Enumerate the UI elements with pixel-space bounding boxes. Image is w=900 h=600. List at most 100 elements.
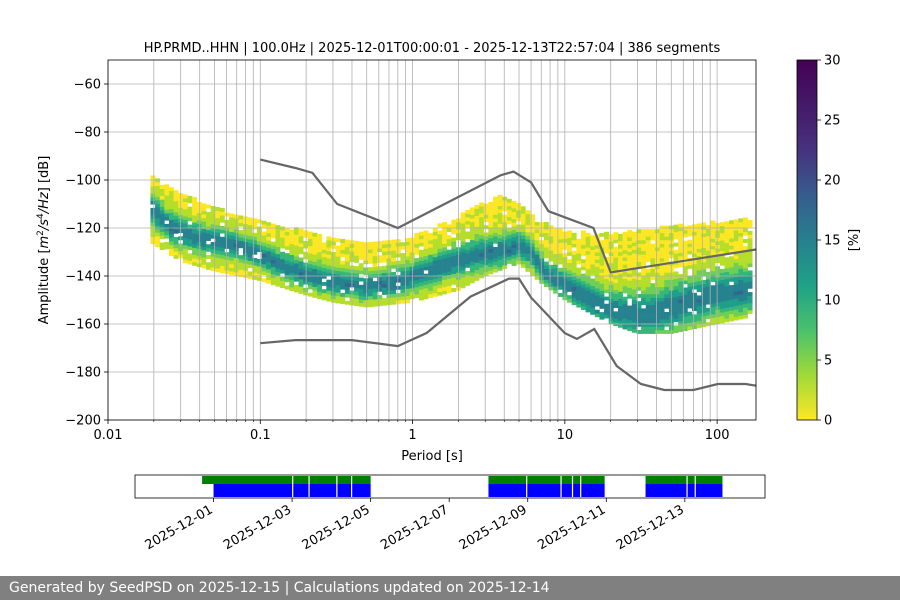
psd-bin	[659, 326, 665, 331]
psd-bin	[590, 278, 596, 283]
psd-bin	[312, 232, 318, 237]
psd-bin	[391, 297, 397, 302]
psd-bin	[224, 266, 230, 271]
psd-bin	[534, 265, 540, 270]
psd-bin	[326, 290, 332, 295]
psd-bin	[233, 218, 239, 223]
psd-bin	[168, 216, 174, 220]
psd-bin	[405, 238, 410, 243]
psd-bin	[631, 260, 637, 265]
psd-bin	[631, 253, 637, 258]
psd-bin	[307, 281, 313, 286]
psd-bin	[650, 268, 656, 273]
psd-bin	[705, 311, 711, 316]
psd-bin	[548, 228, 554, 233]
psd-bin	[571, 261, 577, 266]
psd-bin	[280, 266, 285, 271]
psd-bin	[238, 244, 244, 249]
psd-bin	[636, 276, 642, 280]
psd-bin	[266, 254, 272, 259]
psd-bin	[326, 261, 332, 266]
psd-bin	[733, 312, 739, 317]
psd-bin	[219, 229, 225, 234]
psd-bin	[608, 237, 614, 242]
psd-bin	[585, 297, 591, 302]
psd-bin	[539, 240, 545, 245]
psd-bin	[307, 235, 313, 239]
psd-bin	[617, 266, 623, 271]
psd-bin	[238, 265, 244, 270]
psd-bin	[321, 260, 327, 265]
psd-bin	[692, 267, 697, 272]
psd-bin	[525, 246, 531, 251]
psd-bin	[479, 263, 485, 268]
psd-bin	[590, 282, 596, 286]
psd-bin	[284, 285, 290, 290]
chart-title: HP.PRMD..HHN | 100.0Hz | 2025-12-01T00:0…	[144, 41, 721, 56]
psd-bin	[664, 243, 670, 248]
psd-bin	[483, 272, 489, 276]
psd-bin	[530, 232, 535, 237]
psd-bin	[381, 301, 387, 306]
psd-bin	[317, 248, 323, 253]
psd-bin	[576, 260, 582, 265]
psd-bin	[405, 248, 410, 253]
psd-bin	[354, 255, 360, 260]
psd-bin	[418, 289, 424, 294]
psd-bin	[405, 256, 410, 261]
psd-bin	[641, 279, 647, 284]
psd-bin	[391, 275, 397, 280]
psd-bin	[303, 255, 309, 260]
psd-bin	[497, 266, 503, 271]
psd-bin	[182, 208, 188, 213]
psd-bin	[696, 266, 702, 271]
psd-bin	[465, 213, 471, 218]
psd-bin	[724, 275, 730, 280]
psd-bin	[289, 258, 295, 263]
psd-bin	[488, 230, 494, 235]
psd-bin	[673, 275, 679, 279]
psd-bin	[655, 315, 660, 320]
psd-bin	[520, 209, 526, 214]
psd-bin	[641, 258, 647, 262]
psd-bin	[530, 228, 535, 233]
psd-bin	[636, 301, 642, 306]
psd-bin	[678, 288, 684, 293]
psd-bin	[215, 253, 221, 258]
psd-bin	[423, 262, 429, 267]
psd-bin	[692, 278, 697, 283]
psd-bin	[289, 233, 295, 237]
psd-bin	[701, 305, 707, 310]
psd-bin	[303, 262, 309, 267]
psd-bin	[168, 201, 174, 206]
psd-bin	[340, 292, 346, 297]
psd-bin	[437, 270, 443, 274]
psd-bin	[506, 220, 512, 225]
psd-bin	[270, 259, 276, 264]
psd-bin	[479, 242, 485, 246]
psd-bin	[317, 295, 323, 300]
psd-bin	[705, 264, 711, 269]
availability-bars	[202, 476, 723, 497]
psd-bin	[201, 264, 207, 269]
psd-bin	[659, 294, 665, 298]
psd-bin	[738, 257, 744, 262]
psd-bin	[215, 250, 221, 255]
psd-bin	[650, 304, 656, 309]
psd-bin	[520, 235, 526, 240]
psd-bin	[358, 291, 364, 296]
psd-bin	[205, 219, 211, 223]
psd-bin	[321, 242, 327, 247]
psd-bin	[506, 213, 512, 218]
psd-bin	[446, 278, 452, 283]
psd-bin	[492, 225, 498, 230]
psd-bin	[724, 282, 730, 287]
psd-bin	[553, 282, 559, 287]
psd-bin	[192, 197, 198, 202]
psd-bin	[580, 241, 586, 246]
psd-bin	[317, 262, 323, 267]
psd-bin	[553, 232, 559, 237]
psd-bin	[604, 307, 610, 312]
psd-bin	[548, 286, 554, 291]
psd-bin	[488, 266, 494, 271]
